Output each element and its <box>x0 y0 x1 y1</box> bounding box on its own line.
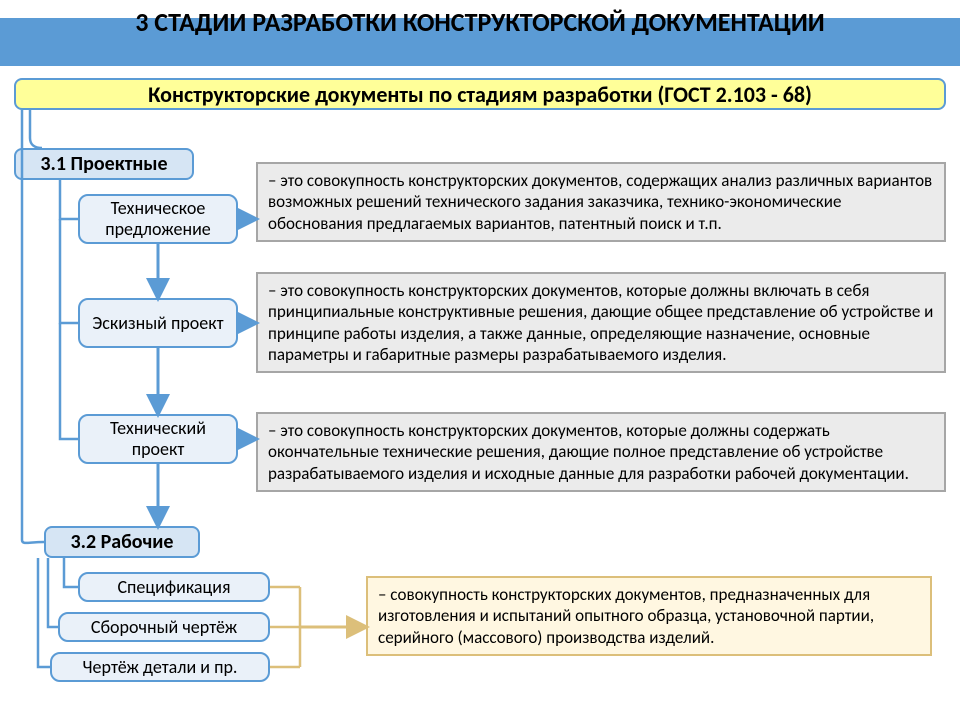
item-tech-proposal: Техническое предложение <box>78 194 238 244</box>
item-part-drawing-label: Чертёж детали и пр. <box>83 657 238 678</box>
desc-tech-project-text: – это совокупность конструкторских докум… <box>268 420 909 484</box>
desc-tech-proposal-text: – это совокупность конструкторских докум… <box>268 170 932 234</box>
section-3-1-label: 3.1 Проектные <box>40 152 167 176</box>
item-assembly-drawing-label: Сборочный чертёж <box>91 617 237 638</box>
section-3-2-label: 3.2 Рабочие <box>70 530 173 554</box>
page-title: 3 СТАДИИ РАЗРАБОТКИ КОНСТРУКТОРСКОЙ ДОКУ… <box>0 8 960 37</box>
item-tech-project: Технический проект <box>78 414 238 464</box>
desc-working-text: – совокупность конструкторских документо… <box>378 584 874 648</box>
item-sketch-project: Эскизный проект <box>78 298 238 348</box>
section-3-2: 3.2 Рабочие <box>44 526 200 558</box>
item-specification: Спецификация <box>78 572 270 602</box>
item-tech-project-label: Технический проект <box>88 418 228 459</box>
item-assembly-drawing: Сборочный чертёж <box>58 612 270 642</box>
desc-sketch-project-text: – это совокупность конструкторских докум… <box>268 280 933 365</box>
item-tech-proposal-label: Техническое предложение <box>88 198 228 239</box>
section-3-1: 3.1 Проектные <box>14 148 194 180</box>
item-sketch-project-label: Эскизный проект <box>92 313 223 334</box>
header-box: Конструкторские документы по стадиям раз… <box>14 78 946 110</box>
item-specification-label: Спецификация <box>117 577 230 598</box>
desc-tech-proposal: – это совокупность конструкторских докум… <box>256 162 946 242</box>
header-text: Конструкторские документы по стадиям раз… <box>148 81 812 108</box>
desc-working: – совокупность конструкторских документо… <box>366 576 932 656</box>
desc-tech-project: – это совокупность конструкторских докум… <box>256 412 946 492</box>
item-part-drawing: Чертёж детали и пр. <box>50 652 270 682</box>
desc-sketch-project: – это совокупность конструкторских докум… <box>256 272 946 373</box>
